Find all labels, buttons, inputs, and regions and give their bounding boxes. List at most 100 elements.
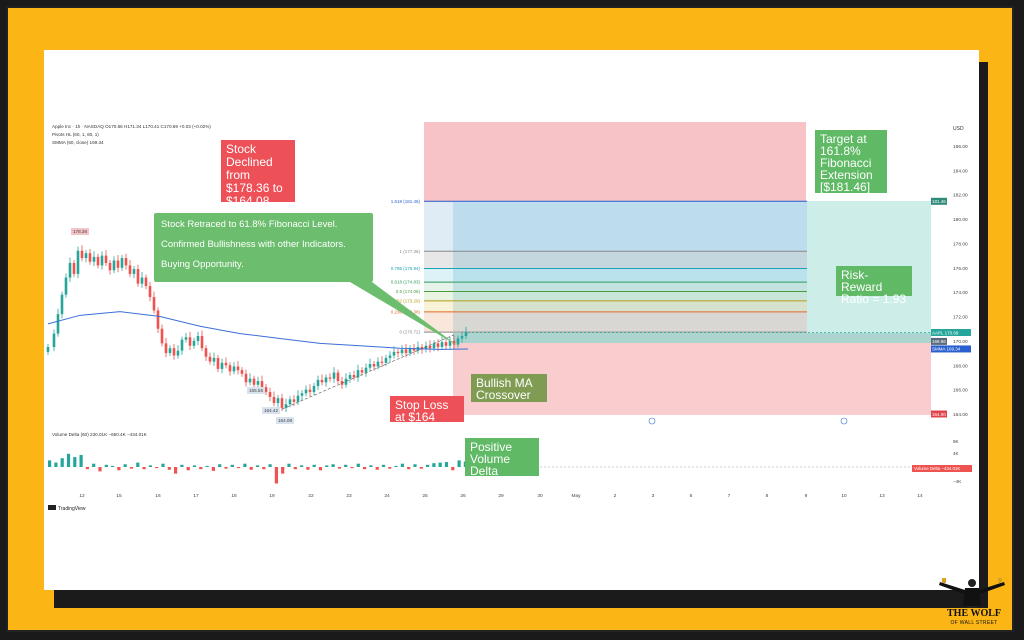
- wolf-figure-icon: [939, 578, 1005, 608]
- price-tag-label: 164.00: [932, 412, 946, 417]
- volume-title: Volume Delta (60) 230.01K −660.4K −434.0…: [52, 432, 148, 437]
- volume-bar: [438, 462, 442, 467]
- price-tick: 174.00: [953, 290, 968, 296]
- volume-axis-tick: −4K: [953, 479, 962, 484]
- callout-pointer: [350, 282, 458, 346]
- pivot-label: 178.36: [73, 229, 87, 234]
- price-tick: 184.00: [953, 168, 968, 174]
- volume-bar: [48, 460, 52, 467]
- tradingview-icon: [48, 505, 56, 510]
- pivot-label: 164.42: [264, 408, 278, 413]
- tradingview-label: TradingView: [58, 506, 86, 512]
- date-tick: 26: [460, 493, 466, 499]
- price-tick: 172.00: [953, 315, 968, 321]
- volume-axis-tick: 4K: [953, 451, 960, 456]
- volume-bar: [381, 464, 386, 467]
- candle-body: [136, 269, 140, 284]
- price-tick: 182.00: [953, 193, 968, 199]
- candle-body: [364, 367, 368, 373]
- candle-body: [244, 373, 248, 383]
- candle-body: [424, 345, 428, 350]
- volume-bar: [218, 464, 222, 467]
- candle-body: [428, 345, 432, 349]
- legend-sma: SMMA (60, close) 169.34: [52, 140, 104, 145]
- bullish-ma-note: Bullish MA Crossover: [471, 374, 547, 402]
- fib-band: [424, 311, 807, 333]
- candle-body: [332, 372, 336, 379]
- volume-bar: [155, 467, 159, 469]
- date-tick: May: [571, 493, 581, 499]
- fib-level-label: 1 (177.36): [399, 249, 420, 254]
- pivot-label-bg: [247, 387, 265, 394]
- fib-level-label: 1.618 (181.46): [391, 199, 421, 204]
- price-tag: [931, 329, 971, 337]
- candle-body: [308, 389, 312, 393]
- fib-level-label: 0.5 (174.06): [396, 289, 421, 294]
- legend-title: Apple Inc · 1h · NASDAQ O170.66 H171.34 …: [52, 124, 211, 129]
- date-tick: 3: [652, 493, 655, 499]
- price-tick: 164.00: [953, 412, 968, 418]
- candle-body: [456, 338, 460, 345]
- candle-body: [444, 342, 448, 346]
- volume-bar: [426, 464, 430, 467]
- candle-body: [128, 265, 132, 274]
- volume-bar: [331, 464, 335, 467]
- event-marker-icon: [648, 417, 656, 425]
- volume-bar: [369, 465, 373, 467]
- candle-body: [372, 364, 376, 367]
- volume-bar: [79, 454, 83, 467]
- price-tick: 166.00: [953, 388, 968, 394]
- candle-body: [144, 277, 148, 287]
- candle-body: [400, 349, 404, 354]
- candle-body: [176, 350, 180, 356]
- volume-bar: [451, 467, 455, 471]
- price-tag: [931, 345, 971, 353]
- candle-body: [296, 395, 300, 402]
- candle-body: [224, 362, 228, 366]
- price-tick: 176.00: [953, 266, 968, 272]
- volume-bar: [287, 463, 291, 467]
- volume-bar: [73, 457, 77, 467]
- candle-body: [220, 362, 224, 369]
- volume-bar: [186, 467, 190, 471]
- candle-body: [180, 339, 184, 351]
- logo-subtitle: OF WALL STREET: [950, 620, 998, 626]
- candle-body: [76, 250, 80, 274]
- logo-title: THE WOLF: [947, 608, 1001, 619]
- date-tick: 25: [422, 493, 428, 499]
- candle-body: [452, 340, 456, 345]
- volume-bar: [306, 467, 310, 470]
- declined-note: Stock Declined from $178.36 to $164.08: [221, 140, 295, 208]
- candle-body: [132, 269, 136, 274]
- retrace-line-1: Stock Retraced to 61.8% Fibonacci Level.: [161, 219, 338, 230]
- candle-body: [436, 343, 440, 347]
- candle-body: [368, 364, 372, 368]
- candle-body: [404, 349, 408, 354]
- candle-body: [412, 348, 416, 351]
- volume-bar: [167, 467, 171, 470]
- wolf-logo: [939, 578, 1005, 608]
- volume-tag: [912, 465, 972, 472]
- volume-bar: [66, 453, 71, 467]
- candle-body: [312, 385, 316, 393]
- candle-body: [380, 361, 384, 363]
- volume-bar: [180, 464, 184, 467]
- volume-bar: [237, 467, 241, 469]
- volume-bar: [111, 465, 115, 467]
- volume-bar: [92, 463, 96, 467]
- volume-bar: [363, 467, 367, 470]
- volume-bar: [457, 460, 461, 467]
- pivot-label: 164.08: [278, 418, 292, 423]
- price-tag-label: SMMA 169.34: [932, 347, 961, 352]
- candle-body: [200, 336, 204, 349]
- volume-bar: [407, 467, 411, 470]
- candle-body: [84, 253, 88, 259]
- candle-body: [260, 381, 264, 388]
- candle-body: [88, 253, 92, 262]
- price-tick: 178.00: [953, 241, 968, 247]
- fib-level-label: 0 (170.72): [399, 330, 420, 335]
- candle-body: [46, 347, 50, 352]
- volume-axis-tick: 8K: [953, 439, 960, 444]
- volume-bar: [337, 467, 341, 469]
- candle-body: [324, 377, 328, 383]
